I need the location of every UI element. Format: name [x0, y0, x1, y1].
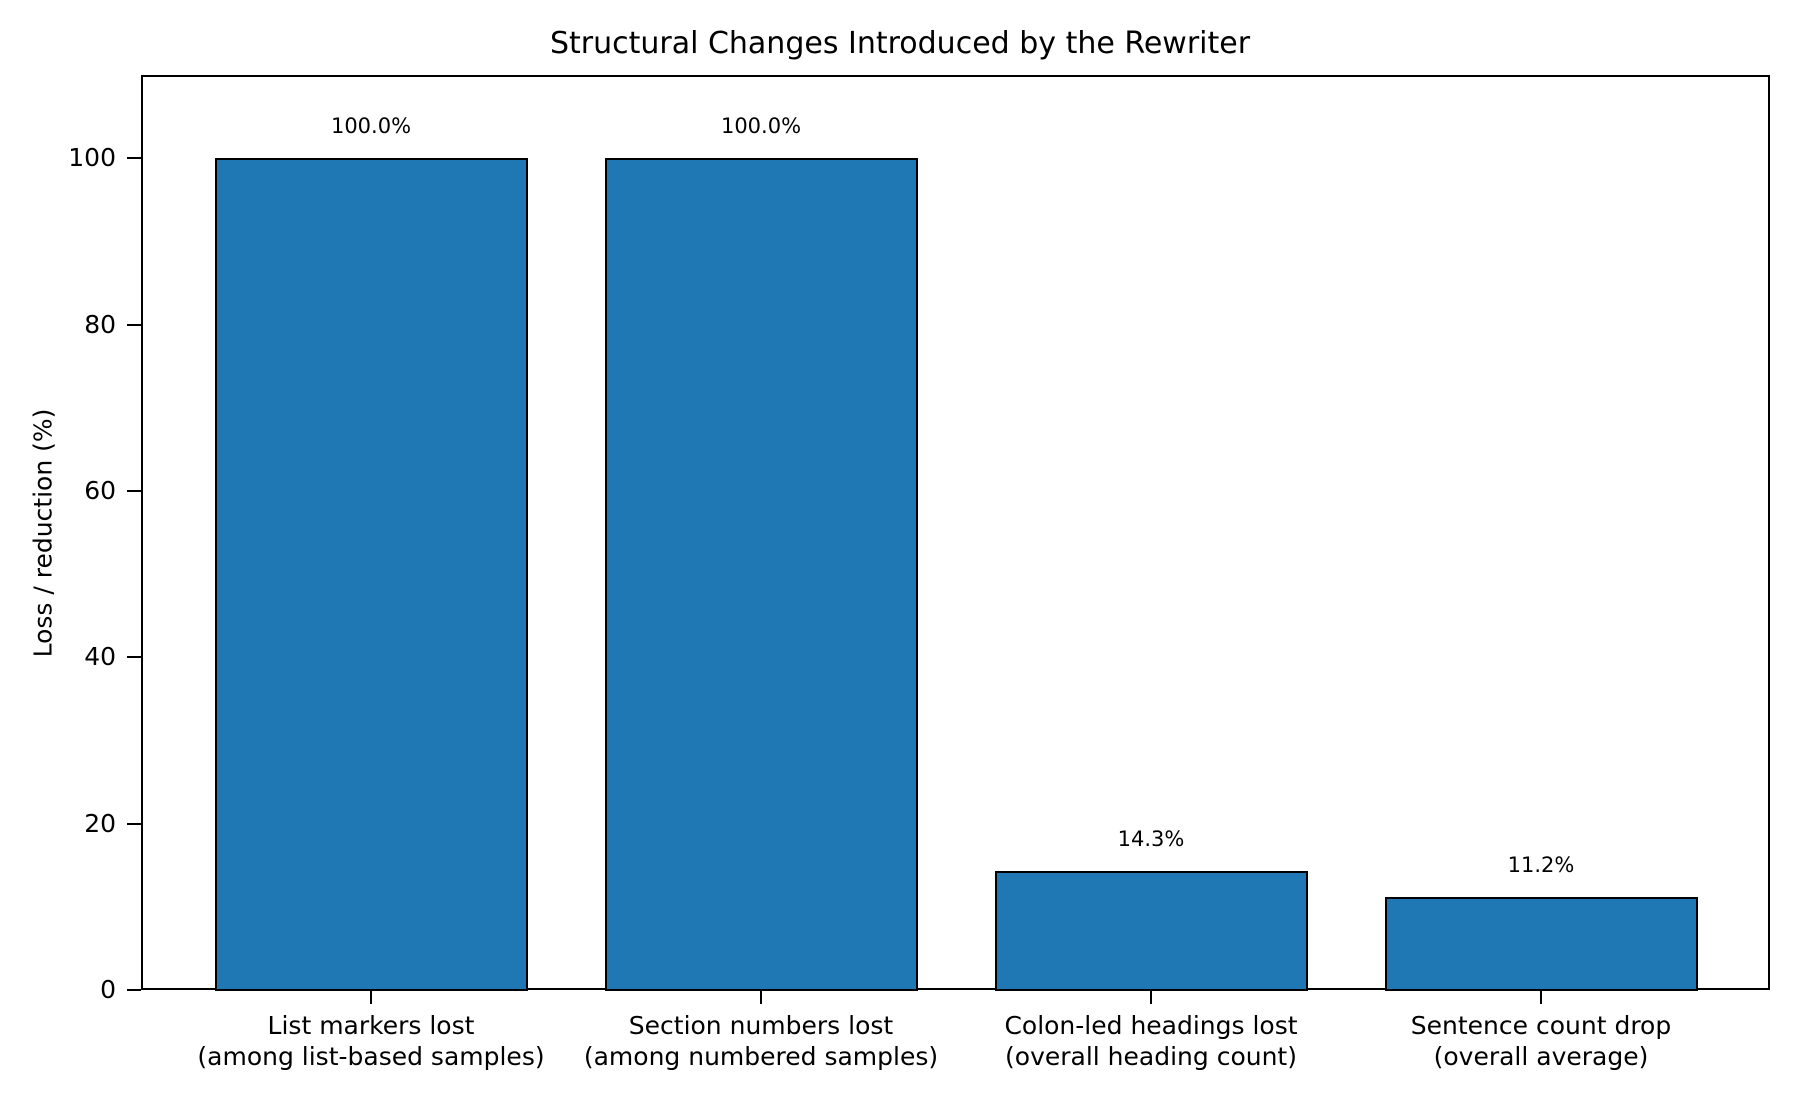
- y-tick-label: 0: [100, 975, 116, 1004]
- bar: [994, 871, 1308, 991]
- bar-value-label: 100.0%: [330, 114, 412, 139]
- bar-value-label: 14.3%: [1117, 827, 1185, 852]
- x-tick-label: Colon-led headings lost (overall heading …: [951, 1010, 1351, 1072]
- x-tick: [370, 990, 372, 1004]
- y-tick: [127, 822, 141, 825]
- x-tick: [1540, 990, 1542, 1004]
- bar-value-label: 100.0%: [720, 114, 802, 139]
- y-tick: [127, 656, 141, 659]
- bar: [1384, 896, 1698, 991]
- x-tick-label: Section numbers lost (among numbered samp…: [561, 1010, 961, 1072]
- x-tick-label-line: (overall average): [1433, 1042, 1649, 1071]
- x-tick-label-line: Section numbers lost: [628, 1011, 894, 1040]
- y-tick-label: 60: [84, 475, 116, 505]
- y-tick: [127, 323, 141, 326]
- y-tick: [127, 157, 141, 160]
- x-tick-label-line: (overall heading count): [1005, 1042, 1297, 1071]
- bar-value-label: 11.2%: [1507, 852, 1575, 877]
- x-tick-label-line: List markers lost: [267, 1011, 475, 1040]
- chart-title: Structural Changes Introduced by the Rew…: [549, 26, 1251, 61]
- x-tick-label: List markers lost (among list-based sampl…: [171, 1010, 571, 1072]
- plot-area: [141, 75, 1770, 990]
- x-tick-label-line: Colon-led headings lost: [1004, 1011, 1298, 1040]
- x-tick-label-line: (among numbered samples): [583, 1042, 939, 1071]
- y-tick-label: 80: [84, 309, 116, 339]
- y-axis-label: Loss / reduction (%): [28, 408, 58, 658]
- x-tick-label: Sentence count drop (overall average): [1341, 1010, 1741, 1072]
- x-tick: [760, 990, 762, 1004]
- bar: [214, 158, 528, 991]
- bar: [604, 158, 918, 991]
- y-tick-label: 20: [84, 808, 116, 838]
- x-tick: [1150, 990, 1152, 1004]
- y-tick-label: 100: [68, 143, 116, 173]
- y-tick: [127, 989, 141, 991]
- x-tick-label-line: Sentence count drop: [1410, 1011, 1672, 1040]
- x-tick-label-line: (among list-based samples): [197, 1042, 545, 1071]
- y-tick-label: 40: [84, 642, 116, 672]
- y-tick: [127, 489, 141, 492]
